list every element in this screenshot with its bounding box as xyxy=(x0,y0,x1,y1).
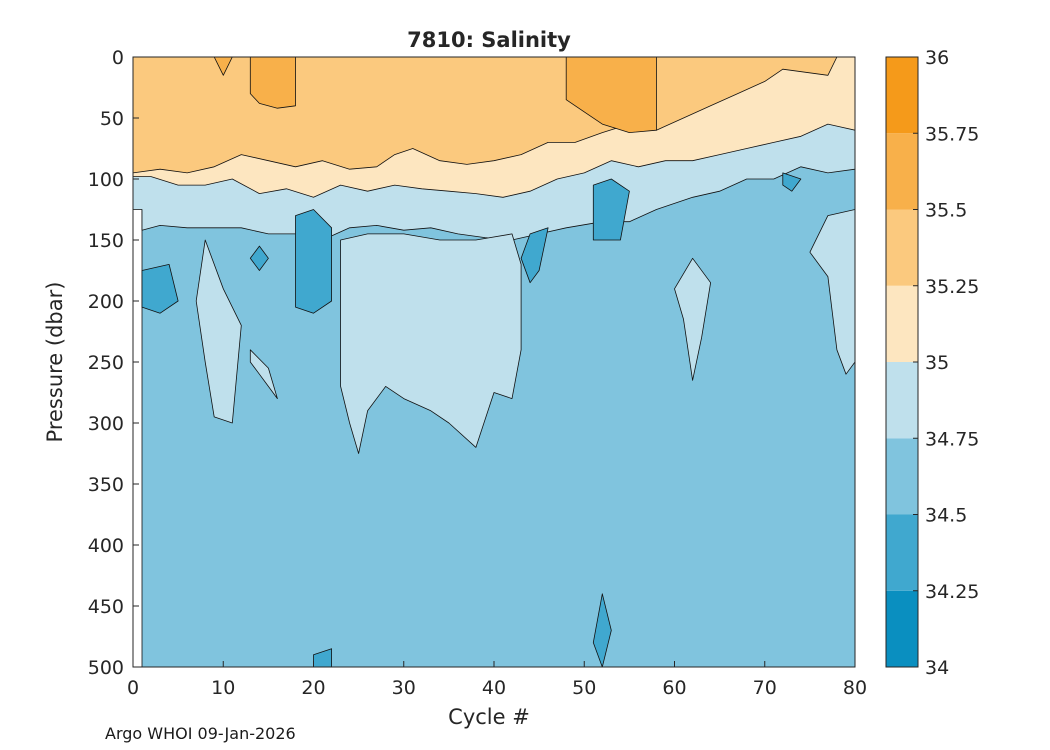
colorbar-segment xyxy=(886,362,918,439)
y-tick-label: 400 xyxy=(88,535,124,557)
footer-credit: Argo WHOI 09-Jan-2026 xyxy=(105,724,296,743)
colorbar-segment xyxy=(886,133,918,210)
y-tick-label: 100 xyxy=(88,169,124,191)
contour-patch-34-25-f xyxy=(782,172,802,192)
colorbar-segment xyxy=(886,209,918,286)
colorbar: 34 34.25 34.5 34.75 35 35.25 35.5 35.75 36 xyxy=(885,47,979,679)
x-tick-label: 10 xyxy=(211,677,235,699)
x-tick-label: 40 xyxy=(482,677,506,699)
y-tick-label: 150 xyxy=(88,230,124,252)
y-tick-label: 450 xyxy=(88,596,124,618)
x-tick-label: 60 xyxy=(662,677,686,699)
contour-patch-34-25-g xyxy=(592,593,612,667)
x-tick-label: 30 xyxy=(392,677,416,699)
colorbar-tick-label: 34.25 xyxy=(925,581,979,603)
contour-intrusion-34-75 xyxy=(340,233,522,454)
colorbar-tick-label: 35.5 xyxy=(925,200,967,222)
colorbar-segment xyxy=(886,57,918,134)
y-tick-label: 300 xyxy=(88,413,124,435)
y-axis: 0 50 100 150 200 250 300 350 400 450 500 xyxy=(88,47,139,679)
x-tick-label: 80 xyxy=(843,677,867,699)
x-tick-label: 0 xyxy=(127,677,139,699)
colorbar-tick-label: 35.25 xyxy=(925,276,979,298)
contour-patch-34-75-b xyxy=(674,257,711,381)
contour-patch-35-5-a xyxy=(249,57,296,109)
contour-patch-35-5-c xyxy=(213,57,233,76)
colorbar-segment xyxy=(886,590,918,667)
contour-patch-34-25-c xyxy=(141,263,179,314)
colorbar-tick-label: 36 xyxy=(925,47,949,69)
colorbar-tick-label: 35.75 xyxy=(925,123,979,145)
colorbar-tick-label: 34.5 xyxy=(925,505,967,527)
y-tick-label: 200 xyxy=(88,291,124,313)
contour-layer xyxy=(133,57,855,667)
x-axis-label: Cycle # xyxy=(448,705,530,729)
contour-patch-34-25-d xyxy=(249,245,269,271)
y-tick-label: 0 xyxy=(112,47,124,69)
y-tick-label: 350 xyxy=(88,474,124,496)
y-tick-label: 500 xyxy=(88,657,124,679)
x-tick-label: 20 xyxy=(301,677,325,699)
contour-patch-35-5-b xyxy=(565,57,657,134)
contour-patch-34-25-b xyxy=(592,178,630,241)
chart-title: 7810: Salinity xyxy=(407,28,571,52)
colorbar-tick-label: 35 xyxy=(925,352,949,374)
contour-patch-34-25-e xyxy=(520,227,549,284)
colorbar-segment xyxy=(886,285,918,362)
y-tick-label: 250 xyxy=(88,352,124,374)
colorbar-tick-label: 34 xyxy=(925,657,949,679)
y-tick-label: 50 xyxy=(100,108,124,130)
contour-patch-34-75-a xyxy=(195,239,242,424)
colorbar-segment xyxy=(886,514,918,591)
x-tick-label: 50 xyxy=(572,677,596,699)
contour-band-35-25 xyxy=(133,57,838,174)
x-tick-label: 70 xyxy=(753,677,777,699)
x-axis: 0 10 20 30 40 50 60 70 80 xyxy=(127,661,867,699)
y-axis-label: Pressure (dbar) xyxy=(43,282,67,443)
colorbar-segment xyxy=(886,438,918,515)
colorbar-tick-label: 34.75 xyxy=(925,428,979,450)
contour-patch-34-25-a xyxy=(295,209,333,314)
contour-patch-34-75-c xyxy=(809,209,855,375)
contour-patch-34-75-d xyxy=(249,349,278,400)
